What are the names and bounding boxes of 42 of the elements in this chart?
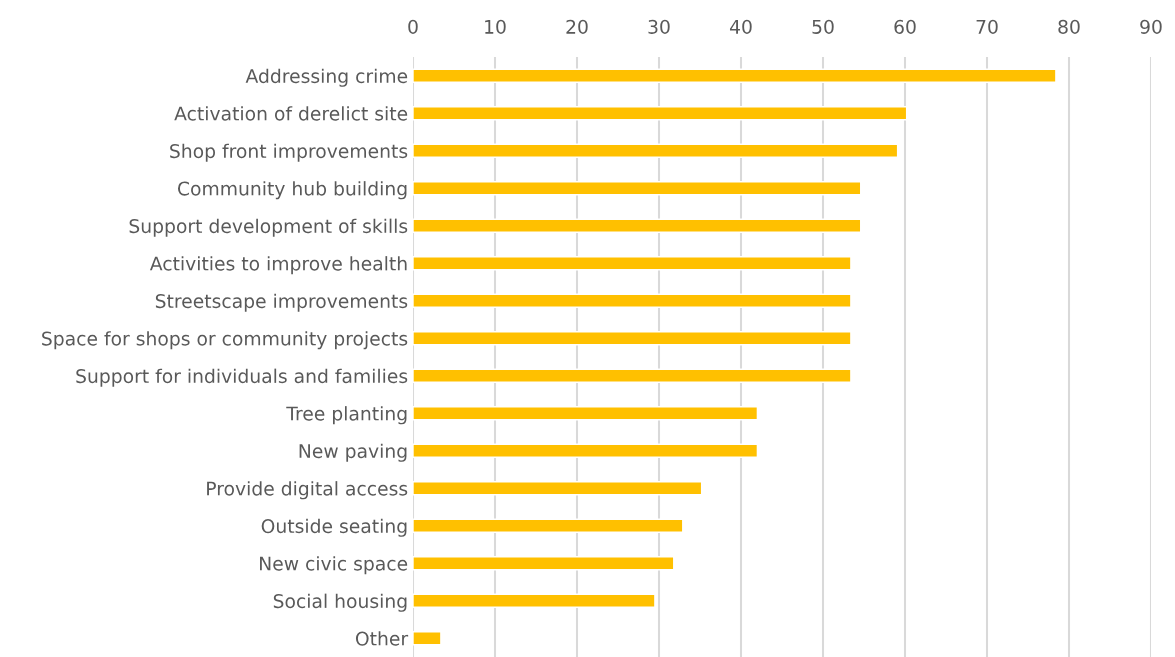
y-tick-label: Streetscape improvements: [155, 293, 408, 312]
y-tick-label: Other: [355, 631, 409, 646]
bar: [413, 330, 852, 346]
bar: [413, 630, 442, 646]
bar: [413, 555, 675, 571]
y-tick-label: Addressing crime: [245, 68, 408, 87]
bar: [413, 593, 656, 609]
y-tick-label: New civic space: [260, 556, 408, 575]
y-tick-label: Activities to improve health: [149, 256, 407, 275]
y-tick-label: New paving: [299, 443, 407, 462]
bar: [413, 143, 899, 159]
x-tick-label: 70: [976, 19, 998, 34]
y-tick-label: Tree planting: [286, 406, 407, 425]
x-tick-label: 20: [566, 19, 588, 34]
x-tick-label: 40: [729, 19, 752, 34]
bar: [413, 518, 684, 534]
y-tick-label: Support development of skills: [129, 218, 408, 237]
bar: [413, 443, 759, 459]
y-tick-label: Outside seating: [261, 518, 407, 537]
x-tick-label: 90: [1140, 19, 1162, 34]
bar: [413, 218, 862, 234]
bar: [413, 180, 862, 196]
x-tick-label: 50: [812, 19, 834, 34]
y-tick-label: Activation of derelict site: [174, 106, 408, 121]
x-tick-label: 60: [894, 19, 916, 34]
y-tick-label: Shop front improvements: [170, 143, 408, 162]
y-tick-label: Social housing: [273, 593, 407, 612]
x-tick-label: 30: [648, 19, 670, 34]
x-tick-label: 10: [485, 19, 506, 34]
x-tick-label: 80: [1058, 19, 1080, 34]
y-tick-label: Support for individuals and families: [76, 368, 408, 387]
y-tick-label: Provide digital access: [207, 481, 408, 500]
x-tick-label: 0: [408, 19, 418, 34]
y-tick-label: Community hub building: [177, 181, 407, 200]
bar: [413, 68, 1057, 84]
bar: [413, 105, 908, 121]
bar: [413, 368, 852, 384]
bar: [413, 255, 852, 271]
y-tick-label: Space for shops or community projects: [42, 331, 408, 350]
bar: [413, 405, 759, 421]
bar: [413, 480, 703, 496]
bar: [413, 293, 852, 309]
